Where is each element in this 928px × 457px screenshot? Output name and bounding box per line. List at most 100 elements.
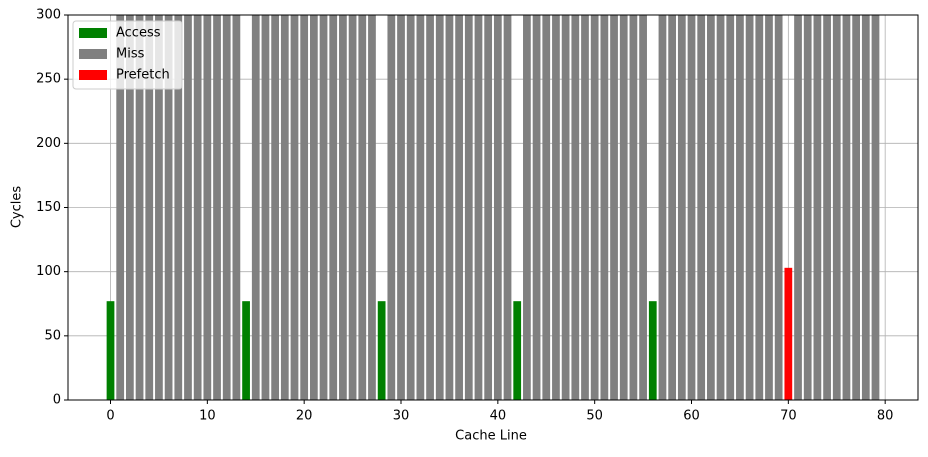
bar xyxy=(174,15,183,400)
bar xyxy=(842,15,851,400)
bar xyxy=(368,15,376,400)
bar xyxy=(871,15,880,400)
bar xyxy=(280,15,289,400)
bar xyxy=(290,15,299,400)
bar xyxy=(726,15,735,400)
y-tick-label: 300 xyxy=(36,8,61,23)
y-tick-label: 150 xyxy=(36,200,61,215)
x-axis-label: Cache Line xyxy=(455,429,527,444)
plot-area xyxy=(106,15,880,400)
bar xyxy=(242,301,250,400)
bar xyxy=(445,15,454,400)
y-axis-label: Cycles xyxy=(10,186,25,229)
bar xyxy=(251,15,260,400)
bar xyxy=(455,15,463,400)
bar xyxy=(232,15,241,400)
bar xyxy=(784,267,793,400)
bar xyxy=(697,15,706,400)
bar xyxy=(484,15,493,400)
bar xyxy=(387,15,396,400)
bar xyxy=(600,15,609,400)
bar xyxy=(745,15,754,400)
bar xyxy=(213,15,221,400)
bar xyxy=(339,15,347,400)
bar xyxy=(648,301,657,400)
bar xyxy=(435,15,444,400)
bar xyxy=(406,15,415,400)
plot-frame xyxy=(67,14,919,401)
legend-label: Prefetch xyxy=(116,68,170,83)
y-tick-label: 50 xyxy=(44,328,61,343)
legend-swatch xyxy=(79,70,107,80)
bar xyxy=(707,15,715,400)
bar xyxy=(629,15,638,400)
bar xyxy=(348,15,357,400)
bar xyxy=(581,15,589,400)
bar xyxy=(523,15,531,400)
x-tick-label: 40 xyxy=(490,409,507,424)
legend-swatch xyxy=(79,28,107,38)
bar xyxy=(561,15,570,400)
y-tick-label: 250 xyxy=(36,72,61,87)
bar xyxy=(552,15,560,400)
bar xyxy=(319,15,328,400)
bar xyxy=(513,301,522,400)
bar xyxy=(852,15,860,400)
x-tick-label: 10 xyxy=(199,409,216,424)
bar xyxy=(619,15,628,400)
x-tick-label: 30 xyxy=(393,409,410,424)
bar xyxy=(464,15,473,400)
bar xyxy=(222,15,231,400)
bar xyxy=(329,15,338,400)
bar xyxy=(668,15,677,400)
bar xyxy=(416,15,425,400)
bar xyxy=(736,15,744,400)
y-tick-label: 200 xyxy=(36,136,61,151)
legend-swatch xyxy=(79,49,107,59)
bar xyxy=(135,15,144,400)
bar xyxy=(861,15,870,400)
bar xyxy=(397,15,405,400)
bar xyxy=(145,15,154,400)
x-tick-label: 0 xyxy=(106,409,114,424)
bar xyxy=(116,15,125,400)
bar xyxy=(542,15,551,400)
bar xyxy=(687,15,696,400)
bar xyxy=(261,15,270,400)
legend-label: Miss xyxy=(116,47,145,62)
bar xyxy=(658,15,667,400)
bar xyxy=(755,15,764,400)
bar xyxy=(590,15,599,400)
bar xyxy=(774,15,783,400)
bar xyxy=(610,15,618,400)
bar xyxy=(126,15,134,400)
bar xyxy=(832,15,841,400)
bar xyxy=(426,15,434,400)
bar xyxy=(271,15,279,400)
bar xyxy=(203,15,212,400)
y-tick-label: 0 xyxy=(53,393,61,408)
bar xyxy=(155,15,163,400)
bar xyxy=(571,15,580,400)
bar xyxy=(503,15,512,400)
bar xyxy=(474,15,483,400)
bar xyxy=(532,15,541,400)
bar xyxy=(358,15,367,400)
bar xyxy=(677,15,686,400)
legend-label: Access xyxy=(116,26,161,41)
bar xyxy=(803,15,812,400)
x-tick-label: 80 xyxy=(877,409,894,424)
bar xyxy=(813,15,822,400)
bar xyxy=(193,15,202,400)
bar xyxy=(716,15,725,400)
bar xyxy=(184,15,192,400)
y-tick-label: 100 xyxy=(36,264,61,279)
x-tick-label: 60 xyxy=(683,409,700,424)
x-tick-label: 50 xyxy=(586,409,603,424)
bar xyxy=(377,301,386,400)
bar xyxy=(765,15,773,400)
bar xyxy=(309,15,318,400)
bar xyxy=(300,15,309,400)
bar xyxy=(639,15,647,400)
